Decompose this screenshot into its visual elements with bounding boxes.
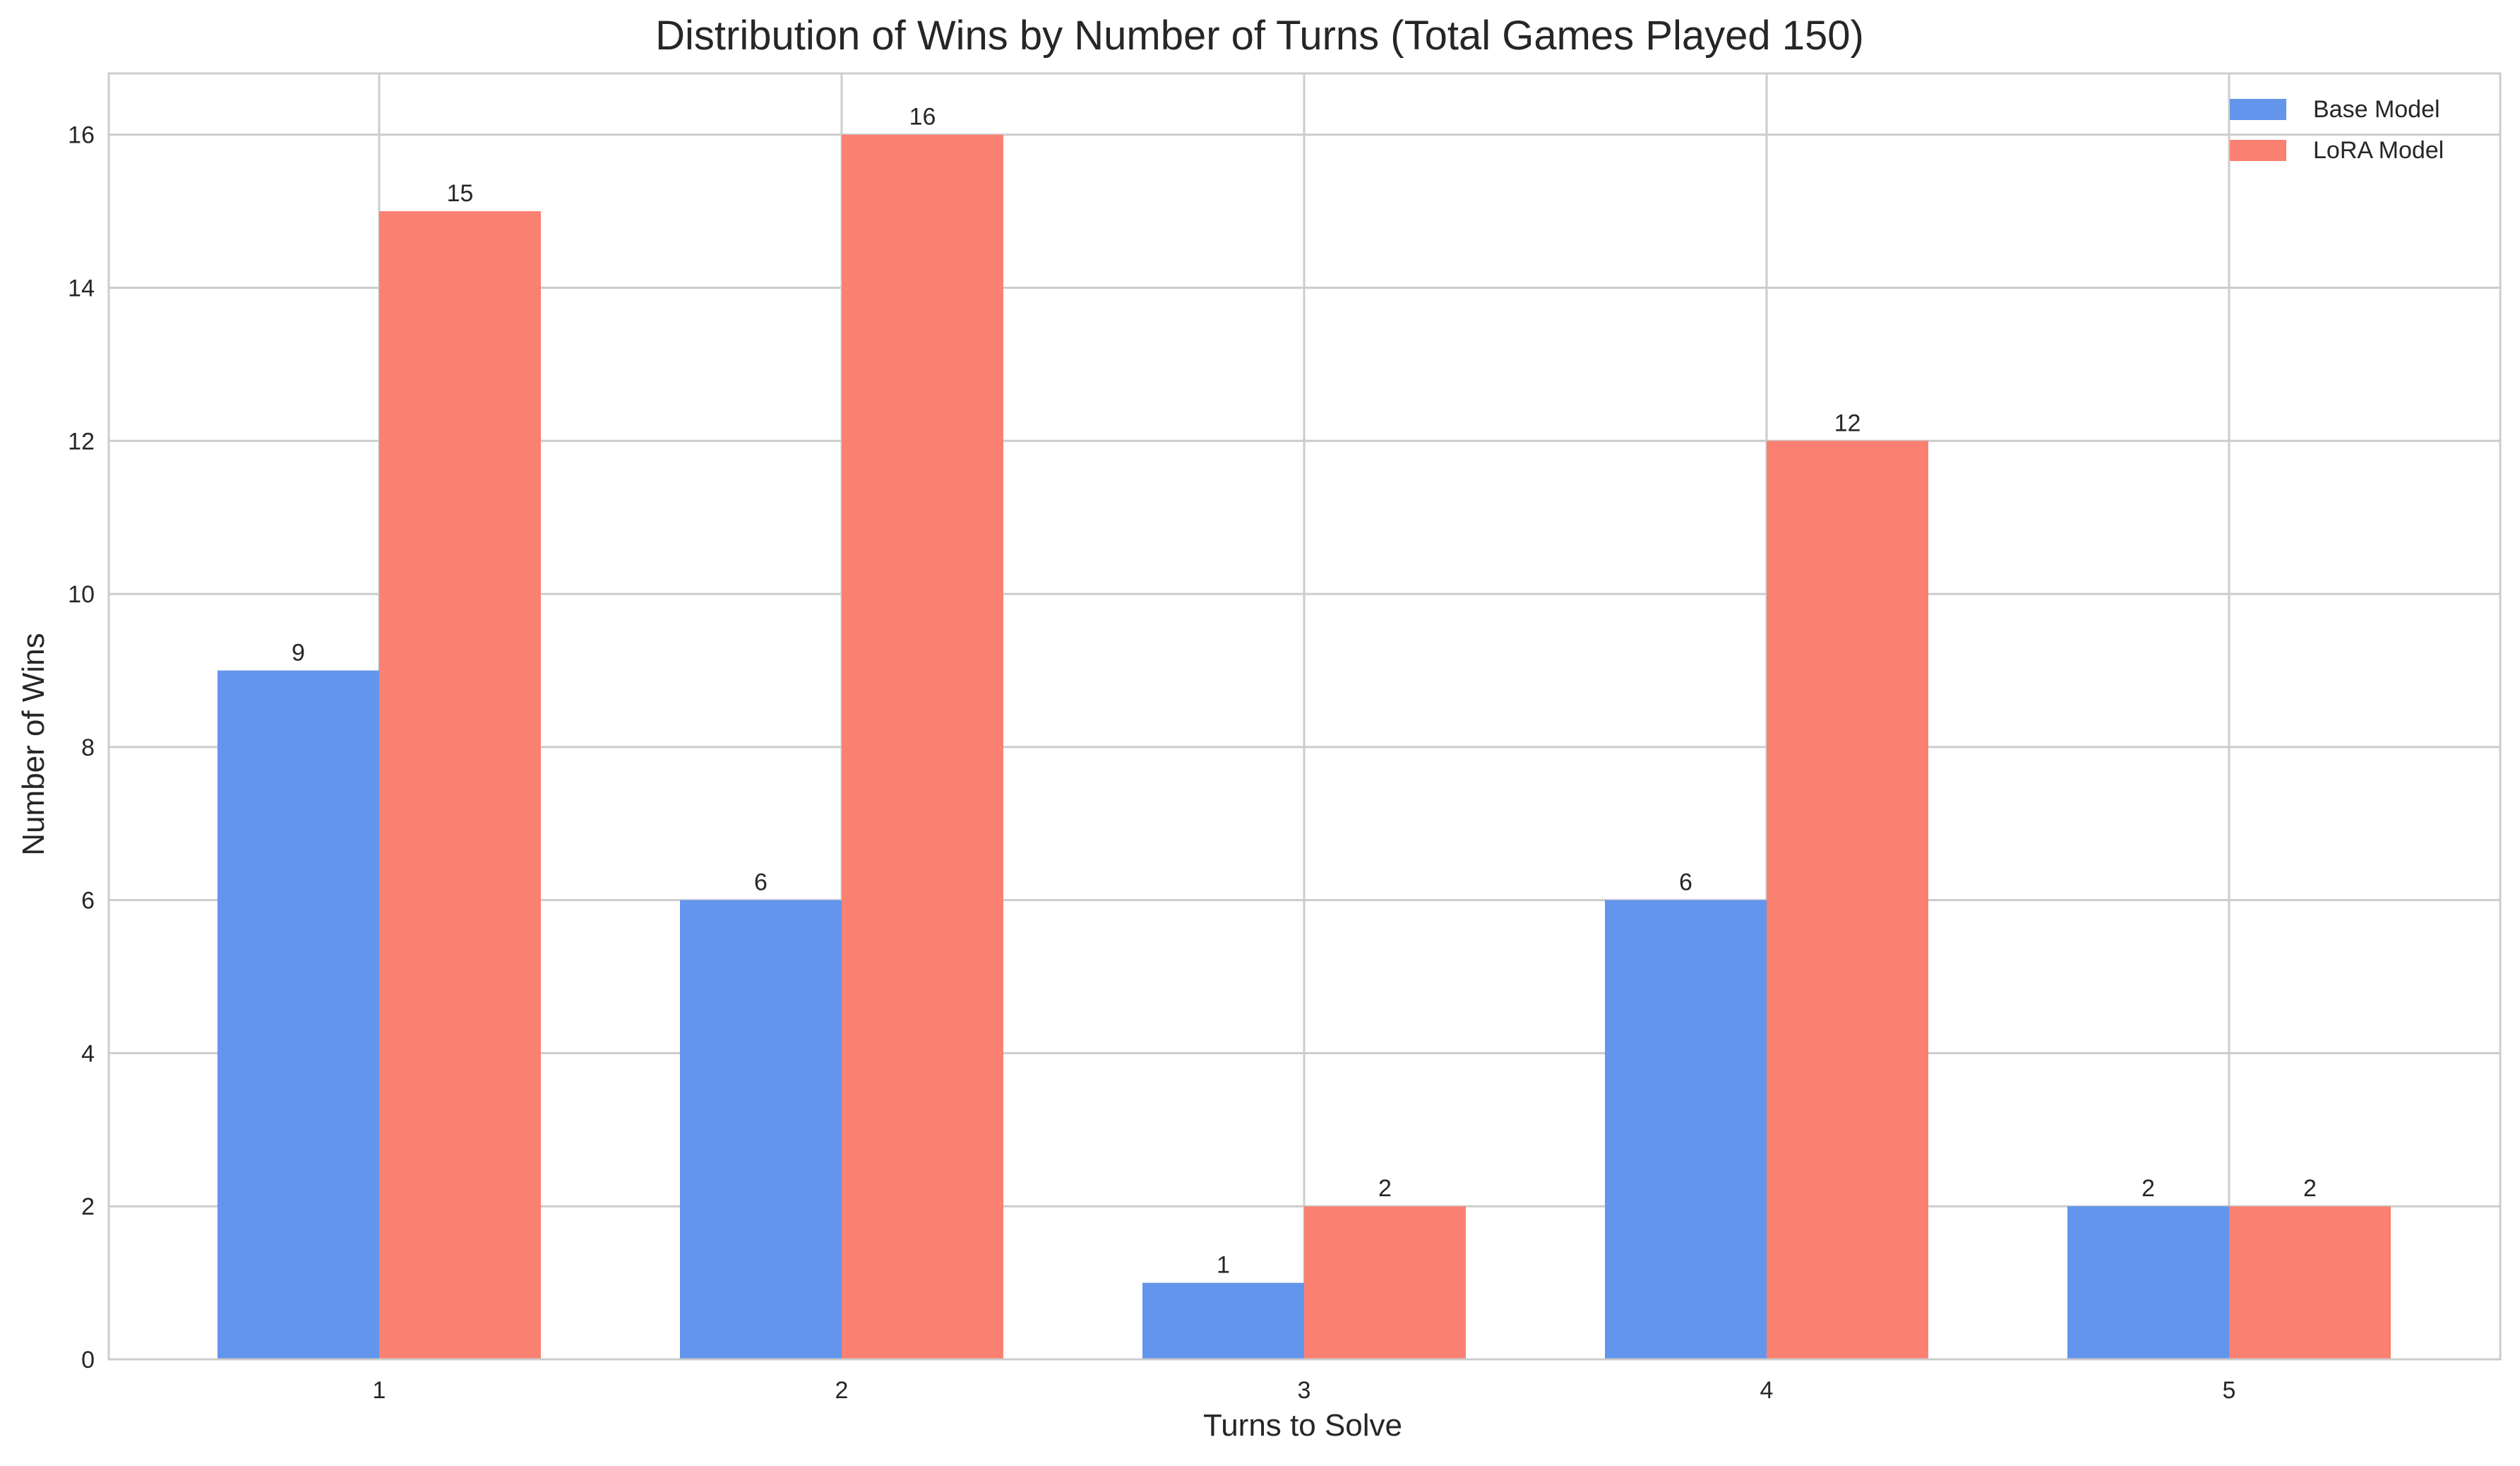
y-tick-label: 10 (68, 581, 95, 608)
y-tick-label: 2 (81, 1193, 95, 1220)
bar-base-model (217, 670, 379, 1359)
bars (217, 134, 2391, 1360)
y-tick-label: 6 (81, 888, 95, 914)
chart-title: Distribution of Wins by Number of Turns … (655, 13, 1864, 59)
y-tick-label: 14 (68, 275, 95, 302)
x-tick-label: 1 (373, 1377, 386, 1404)
x-tick-label: 2 (835, 1377, 849, 1404)
y-tick-label: 16 (68, 122, 95, 149)
bar-value-label: 2 (2303, 1175, 2317, 1202)
legend-swatch (2230, 140, 2286, 161)
y-tick-label: 8 (81, 734, 95, 761)
bar-value-label: 16 (909, 104, 936, 131)
bar-base-model (680, 900, 842, 1359)
legend-swatch (2230, 99, 2286, 120)
bar-lora-model (1304, 1206, 1466, 1359)
plot-frame (107, 72, 2502, 1361)
y-tick-label: 12 (68, 428, 95, 455)
bar-base-model (1605, 900, 1767, 1359)
bar-lora-model (1767, 441, 1928, 1360)
bar-value-label: 6 (754, 869, 768, 896)
x-tick-label: 5 (2223, 1377, 2236, 1404)
y-tick-label: 0 (81, 1347, 95, 1373)
bar-value-label: 2 (2142, 1175, 2155, 1202)
bar-value-label: 12 (1834, 410, 1861, 436)
bar-value-label: 6 (1679, 869, 1692, 896)
bar-lora-model (379, 211, 541, 1359)
x-axis-label: Turns to Solve (1203, 1408, 1402, 1443)
bar-lora-model (842, 134, 1003, 1360)
bar-base-model (2067, 1206, 2229, 1359)
bar-lora-model (2229, 1206, 2391, 1359)
bar-value-label: 2 (1378, 1175, 1392, 1202)
legend-label: LoRA Model (2313, 137, 2444, 164)
x-tick-label: 4 (1760, 1377, 1774, 1404)
bar-value-label: 1 (1217, 1252, 1230, 1279)
axes-frame (107, 72, 2502, 1361)
bar-value-label: 15 (447, 180, 474, 207)
bar-base-model (1142, 1282, 1304, 1359)
y-tick-label: 4 (81, 1040, 95, 1067)
y-axis-label: Number of Wins (16, 633, 51, 855)
bar-value-label: 9 (292, 639, 305, 666)
x-tick-label: 3 (1298, 1377, 1311, 1404)
legend: Base Model LoRA Model (2230, 96, 2444, 164)
legend-label: Base Model (2313, 96, 2440, 123)
